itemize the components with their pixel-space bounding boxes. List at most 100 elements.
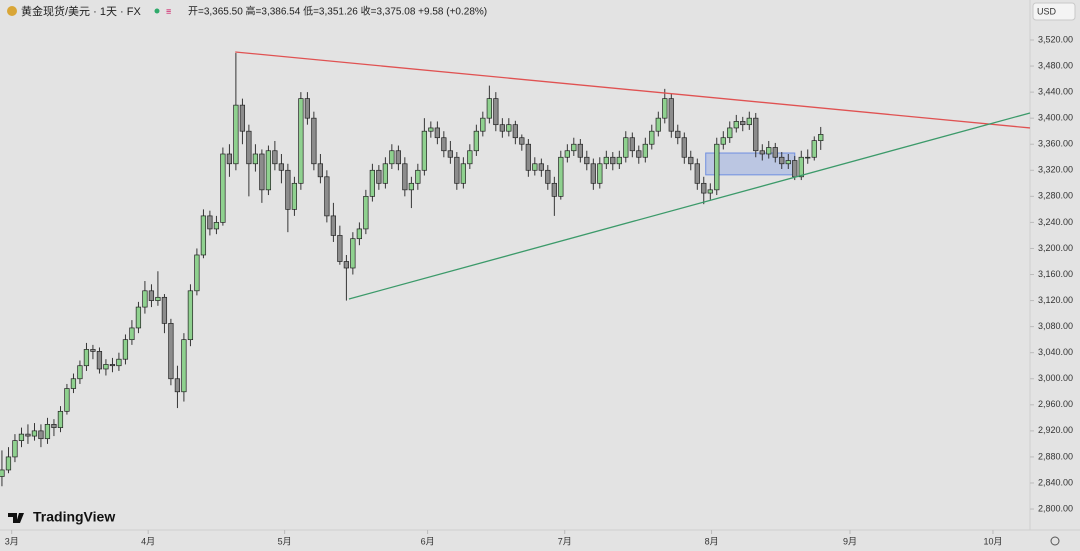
- candle-body: [0, 469, 5, 477]
- candle: [506, 118, 512, 137]
- candle: [311, 111, 317, 171]
- candle: [519, 134, 525, 151]
- candle-body: [779, 156, 785, 165]
- candle: [603, 150, 609, 169]
- brand-logo: TradingView: [8, 509, 115, 525]
- brand-mark: [8, 513, 24, 523]
- x-tick-label: 10月: [983, 536, 1002, 546]
- candle-body: [486, 98, 492, 119]
- candle-body: [629, 137, 635, 152]
- candle: [681, 132, 687, 164]
- candle-body: [408, 182, 414, 191]
- y-tick-label: 2,920.00: [1038, 425, 1073, 435]
- candle: [304, 92, 310, 125]
- x-tick-label: 4月: [141, 536, 155, 546]
- candle: [421, 118, 427, 176]
- candle: [44, 417, 51, 444]
- candle-body: [519, 137, 525, 145]
- candle: [467, 144, 473, 169]
- candle: [161, 294, 168, 334]
- candle: [168, 318, 174, 386]
- candle-body: [259, 153, 265, 191]
- candle-body: [402, 163, 408, 191]
- candle: [51, 419, 57, 437]
- candle: [512, 120, 518, 145]
- candle: [70, 373, 77, 394]
- status-icon: ≡: [166, 6, 171, 16]
- candle: [779, 152, 785, 169]
- candle-body: [675, 130, 681, 139]
- candle-body: [805, 156, 811, 159]
- candle-body: [818, 134, 824, 141]
- candle: [694, 158, 700, 190]
- candle-body: [252, 153, 259, 165]
- candle: [148, 284, 155, 308]
- settings-icon[interactable]: [1050, 536, 1060, 546]
- candle-body: [558, 156, 564, 197]
- candle-body: [616, 156, 622, 165]
- candle-body: [135, 306, 142, 329]
- candle: [246, 124, 252, 197]
- candle-body: [330, 215, 336, 236]
- candle-body: [291, 182, 298, 210]
- symbol-icon: [7, 6, 17, 16]
- candle: [597, 157, 603, 189]
- candle-body: [512, 124, 518, 139]
- candle: [77, 360, 83, 384]
- candle-body: [311, 117, 317, 165]
- candle-body: [12, 440, 18, 458]
- candle-body: [441, 137, 447, 152]
- y-tick-label: 3,000.00: [1038, 373, 1073, 383]
- candle-body: [506, 124, 512, 132]
- brand-name: TradingView: [33, 509, 115, 525]
- candle: [772, 142, 778, 163]
- candle: [428, 121, 434, 138]
- y-tick-label: 2,880.00: [1038, 451, 1073, 461]
- candle-body: [96, 351, 103, 370]
- candle-body: [350, 238, 356, 269]
- candle-body: [44, 424, 51, 440]
- candle-body: [415, 169, 421, 184]
- currency-label[interactable]: USD: [1037, 6, 1057, 16]
- candle: [142, 281, 148, 314]
- candle: [213, 215, 220, 235]
- candle-body: [376, 169, 382, 184]
- candle: [707, 183, 713, 200]
- candle: [415, 163, 421, 190]
- candle: [545, 165, 551, 190]
- candle-body: [356, 228, 362, 240]
- candle-body: [168, 323, 174, 380]
- candle-body: [434, 127, 440, 139]
- candle-body: [746, 117, 752, 126]
- candle: [460, 157, 466, 189]
- candle: [389, 144, 395, 169]
- candle: [369, 163, 375, 202]
- currency-button[interactable]: [1032, 2, 1076, 21]
- candle: [688, 150, 694, 171]
- candle-body: [200, 215, 207, 256]
- candle-body: [77, 365, 83, 380]
- candle: [18, 427, 25, 448]
- candle-body: [213, 222, 220, 230]
- candle-body: [720, 137, 726, 145]
- candle-body: [727, 127, 733, 139]
- candle: [480, 111, 486, 137]
- candle-body: [18, 433, 25, 441]
- candle: [220, 147, 226, 226]
- x-tick-label: 9月: [843, 536, 857, 546]
- candle-body: [285, 169, 291, 210]
- candle: [499, 118, 505, 138]
- candle: [155, 271, 161, 306]
- candle-body: [194, 254, 200, 292]
- candle-body: [694, 163, 700, 184]
- y-tick-label: 3,120.00: [1038, 295, 1073, 305]
- candle: [265, 145, 272, 196]
- candle-body: [597, 163, 603, 184]
- candle-body: [317, 163, 323, 178]
- candle: [473, 124, 479, 156]
- candle: [103, 359, 109, 376]
- candle-body: [792, 160, 798, 178]
- candle-body: [753, 117, 759, 152]
- candle: [493, 92, 499, 132]
- candle-body: [369, 169, 375, 197]
